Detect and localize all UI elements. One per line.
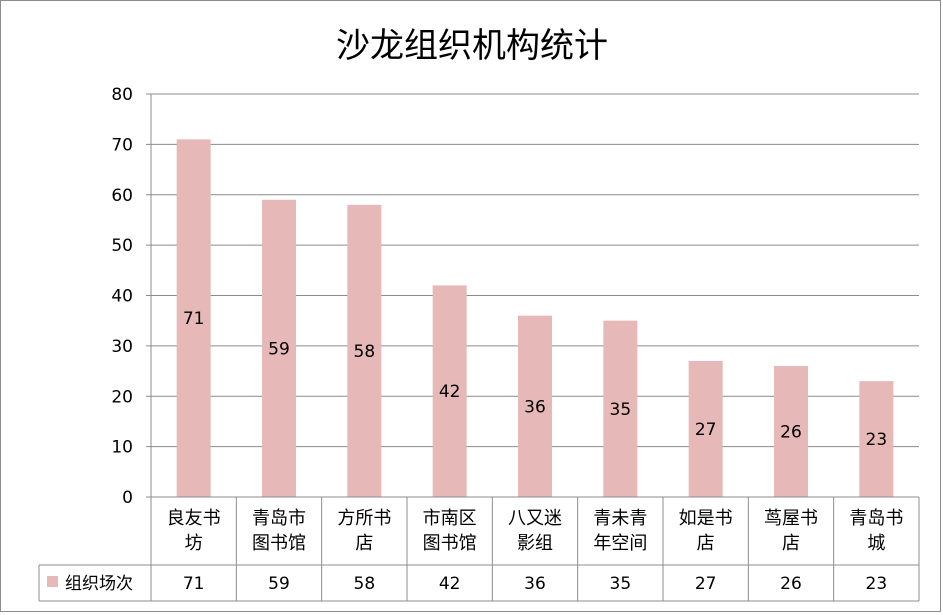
bar-value-label: 58 — [354, 342, 376, 362]
bar — [774, 366, 808, 497]
category-label: 青未青年空间 — [593, 508, 647, 554]
table-value: 59 — [268, 574, 290, 594]
bars — [176, 139, 894, 497]
bar-value-label: 42 — [439, 382, 461, 402]
bar — [432, 285, 467, 497]
chart-title: 沙龙组织机构统计 — [336, 26, 608, 66]
category-label: 如是书店 — [679, 508, 733, 554]
y-tick-label: 60 — [111, 186, 133, 206]
bar — [859, 381, 894, 497]
table-value: 58 — [354, 574, 376, 594]
category-label: 方所书店 — [337, 508, 391, 554]
y-axis: 0 10 20 30 40 50 60 70 80 — [111, 85, 152, 508]
category-label: 茑屋书店 — [764, 508, 818, 554]
category-labels: 良友书坊青岛市图书馆方所书店市南区图书馆八又迷影组青未青年空间如是书店茑屋书店青… — [38, 496, 920, 602]
data-labels: 71 59 58 42 36 35 27 26 23 — [183, 309, 887, 450]
y-tick-label: 10 — [111, 438, 133, 458]
category-label: 八又迷影组 — [508, 508, 562, 554]
bar-value-label: 26 — [780, 423, 802, 443]
legend-label: 组织场次 — [65, 574, 133, 594]
bar — [603, 320, 638, 497]
bar — [262, 199, 296, 497]
bar — [688, 360, 723, 497]
y-tick-label: 50 — [111, 236, 133, 256]
bar — [518, 315, 552, 497]
y-tick-label: 0 — [122, 488, 133, 508]
table-values: 71 59 58 42 36 35 27 26 23 — [183, 574, 887, 594]
bar-value-label: 23 — [866, 430, 888, 450]
bar-value-label: 71 — [183, 309, 205, 329]
bar-value-label: 36 — [524, 397, 546, 417]
category-label: 良友书坊 — [167, 508, 221, 554]
table-value: 26 — [780, 574, 802, 594]
data-table: 组织场次 71 59 58 42 36 35 27 26 23 — [47, 574, 887, 594]
table-value: 42 — [439, 574, 461, 594]
bar-value-label: 35 — [610, 400, 632, 420]
category-label: 青岛书城 — [849, 508, 903, 554]
category-label: 市南区图书馆 — [423, 508, 477, 554]
bar — [347, 204, 382, 497]
y-tick-label: 20 — [111, 387, 133, 407]
bar-value-label: 59 — [268, 339, 290, 359]
y-tick-label: 30 — [111, 337, 133, 357]
y-tick-label: 80 — [111, 85, 133, 105]
table-value: 35 — [610, 574, 632, 594]
table-value: 71 — [183, 574, 205, 594]
table-value: 27 — [695, 574, 717, 594]
y-tick-label: 70 — [111, 135, 133, 155]
bar-value-label: 27 — [695, 420, 717, 440]
legend: 组织场次 — [47, 574, 133, 594]
table-value: 23 — [866, 574, 888, 594]
y-tick-label: 40 — [111, 287, 133, 307]
bar — [176, 139, 211, 497]
table-value: 36 — [524, 574, 546, 594]
legend-swatch — [47, 576, 58, 587]
category-label: 青岛市图书馆 — [252, 508, 306, 554]
